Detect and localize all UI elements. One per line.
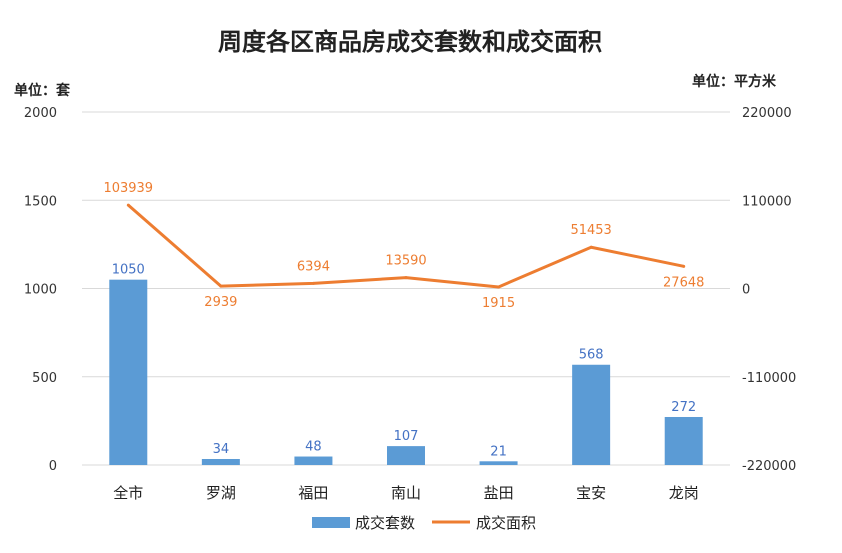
line-path: [127, 203, 685, 289]
right-axis-ticks: -220000 -110000 0 110000 220000: [742, 106, 796, 474]
right-tick-label: 110000: [742, 194, 792, 209]
category-label: 罗湖: [206, 484, 236, 502]
bar-value-label: 48: [305, 440, 322, 455]
bar-福田: [294, 456, 333, 465]
gridlines: [82, 111, 730, 466]
bar-value-label: 568: [579, 348, 604, 363]
legend-bar-label: 成交套数: [355, 514, 415, 532]
bar-series: 1050 34 48 107 21 568 272: [109, 263, 703, 465]
line-value-label: 2939: [204, 295, 237, 310]
line-point: [497, 285, 501, 289]
category-label: 宝安: [576, 484, 606, 502]
line-value-label: 103939: [103, 181, 153, 196]
category-label: 全市: [113, 484, 143, 502]
line-value-label: 13590: [385, 254, 426, 269]
category-label: 龙岗: [669, 484, 699, 502]
category-label: 盐田: [484, 484, 514, 502]
bar-value-label: 272: [671, 400, 696, 415]
left-tick-label: 1000: [24, 283, 57, 298]
bar-全市: [109, 279, 148, 465]
line-value-label: 27648: [663, 275, 704, 290]
left-axis-unit: 单位：套: [14, 82, 70, 99]
line-point: [682, 264, 686, 268]
category-label: 福田: [298, 484, 328, 502]
right-tick-label: -220000: [742, 459, 796, 474]
line-point: [126, 203, 130, 207]
bar-value-label: 21: [490, 444, 507, 459]
category-label: 南山: [391, 484, 421, 502]
legend-line-label: 成交面积: [476, 514, 536, 532]
legend: 成交套数 成交面积: [312, 514, 536, 532]
right-tick-label: 220000: [742, 106, 792, 121]
line-point: [311, 281, 315, 285]
bar-盐田: [479, 461, 518, 465]
line-point: [219, 284, 223, 288]
bar-value-label: 107: [394, 429, 419, 444]
left-axis-ticks: 0 500 1000 1500 2000: [24, 106, 57, 474]
left-tick-label: 1500: [24, 194, 57, 209]
category-labels: 全市 罗湖 福田 南山 盐田 宝安 龙岗: [113, 484, 698, 502]
bar-value-label: 34: [213, 442, 230, 457]
legend-bar-swatch: [312, 517, 350, 528]
left-tick-label: 0: [49, 459, 57, 474]
right-tick-label: -110000: [742, 371, 796, 386]
line-series: 103939 2939 6394 13590 1915 51453 27648: [103, 181, 704, 311]
right-tick-label: 0: [742, 283, 750, 298]
chart-title: 周度各区商品房成交套数和成交面积: [218, 27, 602, 56]
line-value-label: 1915: [482, 296, 515, 311]
line-value-label: 6394: [297, 259, 330, 274]
bar-宝安: [572, 364, 611, 465]
bar-罗湖: [201, 458, 240, 465]
bar-value-label: 1050: [112, 263, 145, 278]
left-tick-label: 2000: [24, 106, 57, 121]
line-point: [589, 245, 593, 249]
left-tick-label: 500: [32, 371, 57, 386]
line-point: [404, 276, 408, 280]
right-axis-unit: 单位：平方米: [692, 73, 777, 90]
bar-龙岗: [664, 416, 703, 465]
line-value-label: 51453: [570, 223, 611, 238]
bar-南山: [387, 446, 425, 465]
